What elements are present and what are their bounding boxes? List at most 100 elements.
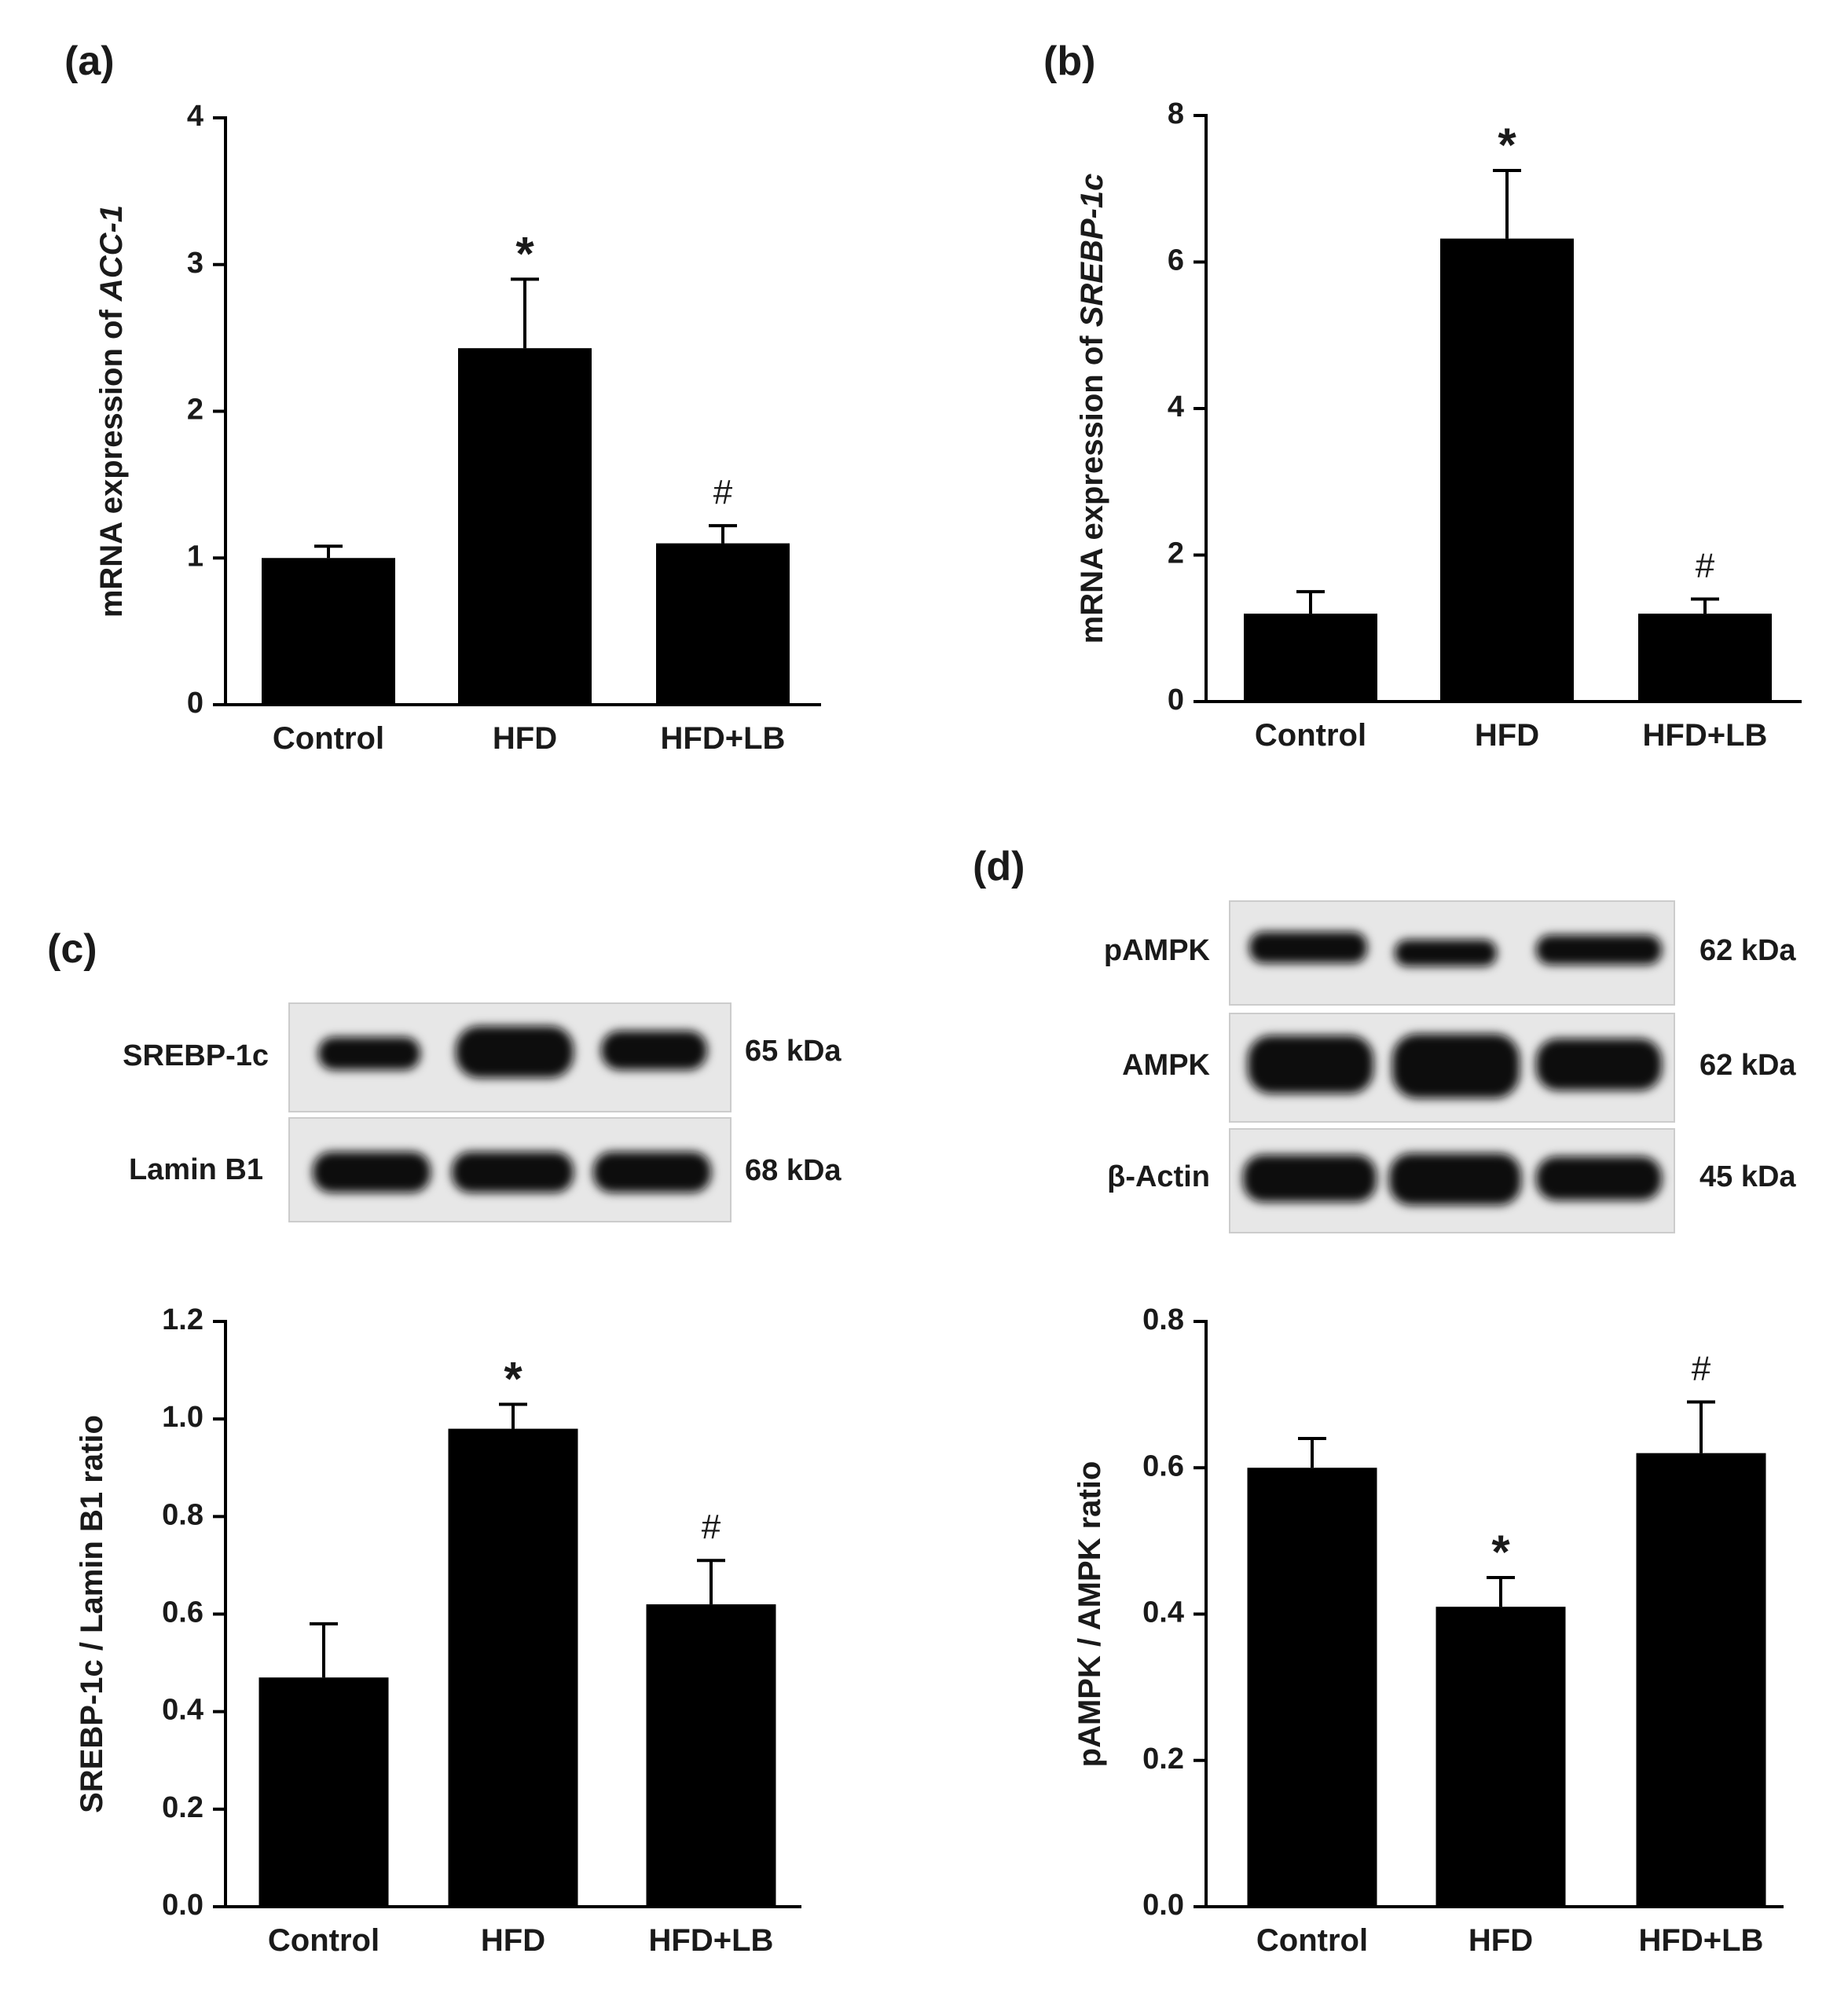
y-tick-label: 1.2 bbox=[162, 1303, 204, 1336]
significance-star: * bbox=[504, 1353, 522, 1405]
bar-control bbox=[262, 558, 395, 705]
significance-hash: # bbox=[702, 1508, 721, 1546]
significance-hash: # bbox=[713, 473, 733, 511]
significance-star: * bbox=[515, 227, 534, 280]
y-tick-label: 0.6 bbox=[1142, 1449, 1184, 1482]
x-tick-label-control: Control bbox=[1256, 1923, 1368, 1958]
panel-label-b: (b) bbox=[1043, 38, 1095, 84]
band-pampk-control bbox=[1249, 932, 1367, 963]
chart-b: 0 2 4 6 8 Control HFD * HFD+LB # mRNA expression o… bbox=[1075, 97, 1802, 753]
y-tick-label: 0 bbox=[187, 687, 204, 720]
x-tick-label-hfd: HFD bbox=[481, 1923, 545, 1958]
band-pampk-hfd bbox=[1395, 940, 1497, 966]
band-actin-control bbox=[1243, 1155, 1377, 1202]
y-axis-label: pAMPK / AMPK ratio bbox=[1072, 1461, 1107, 1768]
bar-control bbox=[258, 1677, 389, 1907]
panel-label-a: (a) bbox=[64, 38, 115, 84]
blot-kda-srebp: 65 kDa bbox=[745, 1035, 842, 1068]
y-tick-label: 1.0 bbox=[162, 1401, 204, 1434]
panel-label-d: (d) bbox=[973, 844, 1025, 889]
significance-hash: # bbox=[1692, 1349, 1711, 1387]
bar-hfd-lb bbox=[656, 543, 790, 705]
y-tick-label: 0.8 bbox=[162, 1498, 204, 1531]
x-tick-label-hfd-lb: HFD+LB bbox=[1643, 718, 1768, 753]
band-srebp-hfdlb bbox=[601, 1031, 707, 1070]
band-lamin-control bbox=[313, 1152, 431, 1193]
y-tick-label: 0.6 bbox=[162, 1596, 204, 1629]
bar-hfd bbox=[458, 348, 592, 705]
y-axis-label-text: pAMPK / AMPK ratio bbox=[1072, 1461, 1107, 1768]
x-tick-label-hfd: HFD bbox=[1475, 718, 1539, 753]
y-tick-label: 8 bbox=[1168, 97, 1184, 130]
y-tick-label: 2 bbox=[1168, 537, 1184, 570]
band-srebp-hfd bbox=[456, 1026, 574, 1078]
band-actin-hfd bbox=[1389, 1153, 1521, 1205]
bar-hfd-lb bbox=[646, 1604, 776, 1907]
panel-label-c: (c) bbox=[47, 926, 97, 972]
bar-hfd bbox=[448, 1428, 578, 1907]
bar-hfd-lb bbox=[1638, 614, 1772, 702]
y-tick-label: 0.8 bbox=[1142, 1303, 1184, 1336]
y-tick-label: 3 bbox=[187, 247, 204, 280]
significance-hash: # bbox=[1696, 546, 1715, 585]
y-tick-label: 4 bbox=[1168, 390, 1184, 423]
blot-label-pampk: pAMPK bbox=[1104, 934, 1211, 967]
y-tick-label: 0.0 bbox=[1142, 1889, 1184, 1922]
y-axis-label-text: SREBP-1c / Lamin B1 ratio bbox=[75, 1415, 109, 1813]
band-pampk-hfdlb bbox=[1536, 935, 1662, 965]
blot-label-ampk: AMPK bbox=[1122, 1049, 1210, 1082]
y-axis-label: mRNA expression of SREBP-1c bbox=[1075, 174, 1109, 644]
x-tick-label-control: Control bbox=[268, 1923, 380, 1958]
blot-kda-pampk: 62 kDa bbox=[1700, 934, 1796, 967]
blot-kda-lamin: 68 kDa bbox=[745, 1154, 842, 1187]
blot-label-actin: β-Actin bbox=[1107, 1160, 1210, 1193]
band-actin-hfdlb bbox=[1536, 1156, 1662, 1200]
y-axis-label-text: mRNA expression of bbox=[1075, 327, 1109, 643]
y-tick-label: 0.2 bbox=[1142, 1743, 1184, 1776]
y-tick-label: 0.4 bbox=[1142, 1596, 1184, 1629]
band-srebp-control bbox=[318, 1037, 420, 1070]
y-tick-label: 0.2 bbox=[162, 1791, 204, 1824]
blot-kda-ampk: 62 kDa bbox=[1700, 1049, 1796, 1082]
chart-d: 0.0 0.2 0.4 0.6 0.8 Control HFD * HFD+LB # pAMPK /… bbox=[1072, 1303, 1784, 1958]
bar-hfd-lb bbox=[1636, 1453, 1766, 1907]
x-tick-label-control: Control bbox=[1255, 718, 1366, 753]
significance-star: * bbox=[1491, 1526, 1510, 1578]
blot-c: SREBP-1c Lamin B1 65 kDa 68 kDa bbox=[123, 1002, 842, 1222]
band-ampk-hfdlb bbox=[1536, 1039, 1662, 1090]
y-tick-label: 0.0 bbox=[162, 1889, 204, 1922]
y-tick-label: 6 bbox=[1168, 244, 1184, 277]
band-ampk-hfd bbox=[1392, 1034, 1520, 1098]
chart-a: 0 1 2 3 4 Control HFD * HFD+LB # mRNA expression o… bbox=[94, 100, 821, 756]
x-tick-label-hfd-lb: HFD+LB bbox=[1639, 1923, 1764, 1958]
band-lamin-hfdlb bbox=[593, 1152, 711, 1193]
bar-hfd bbox=[1436, 1607, 1566, 1907]
y-axis-label-gene: ACC-1 bbox=[94, 205, 129, 302]
x-tick-label-control: Control bbox=[273, 721, 384, 756]
blot-d: pAMPK AMPK β-Actin 62 kDa 62 kDa 45 kDa bbox=[1104, 900, 1796, 1233]
y-tick-label: 0.4 bbox=[162, 1694, 204, 1727]
y-axis-label: mRNA expression of ACC-1 bbox=[94, 205, 129, 618]
y-axis-label: SREBP-1c / Lamin B1 ratio bbox=[75, 1415, 109, 1813]
blot-kda-actin: 45 kDa bbox=[1700, 1160, 1796, 1193]
y-tick-label: 1 bbox=[187, 540, 204, 573]
y-axis-label-text: mRNA expression of bbox=[94, 301, 129, 618]
x-tick-label-hfd-lb: HFD+LB bbox=[649, 1923, 774, 1958]
bar-control bbox=[1244, 614, 1377, 702]
blot-label-lamin: Lamin B1 bbox=[129, 1153, 263, 1186]
y-tick-label: 0 bbox=[1168, 683, 1184, 716]
x-tick-label-hfd: HFD bbox=[1468, 1923, 1533, 1958]
band-ampk-control bbox=[1248, 1035, 1373, 1094]
significance-star: * bbox=[1498, 119, 1516, 171]
bar-hfd bbox=[1440, 238, 1574, 702]
x-tick-label-hfd-lb: HFD+LB bbox=[661, 721, 786, 756]
x-tick-label-hfd: HFD bbox=[493, 721, 557, 756]
chart-c: 0.0 0.2 0.4 0.6 0.8 1.0 1.2 Control HFD * HFD+LB # S… bbox=[75, 1303, 801, 1958]
band-lamin-hfd bbox=[452, 1152, 574, 1193]
y-tick-label: 4 bbox=[187, 100, 204, 133]
blot-label-srebp: SREBP-1c bbox=[123, 1039, 269, 1072]
y-axis-label-gene: SREBP-1c bbox=[1075, 174, 1109, 328]
y-tick-label: 2 bbox=[187, 394, 204, 427]
bar-control bbox=[1247, 1468, 1377, 1907]
